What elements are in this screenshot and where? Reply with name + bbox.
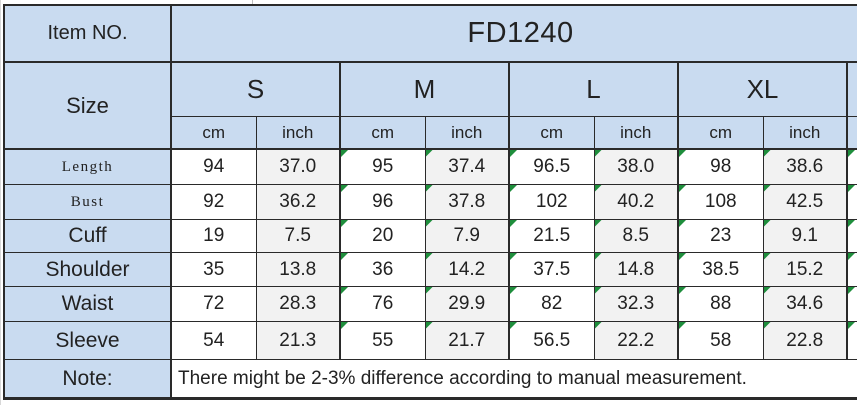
measurement-cell: 56.5 bbox=[510, 322, 595, 360]
spreadsheet-grid: Item NO. FD1240 Size S M L XL cm inch cm… bbox=[3, 4, 857, 400]
measurement-cell: 58 bbox=[679, 322, 764, 360]
gridline-stub-left bbox=[0, 0, 1, 405]
unit-header-m-cm: cm bbox=[341, 117, 426, 150]
row-label-shoulder: Shoulder bbox=[5, 253, 172, 287]
row-label-sleeve: Sleeve bbox=[5, 322, 172, 360]
measurement-cell: 72 bbox=[172, 287, 257, 322]
measurement-cell: 32.3 bbox=[594, 287, 679, 322]
measurement-cell: 82 bbox=[510, 287, 595, 322]
measurement-cell: 95 bbox=[341, 150, 426, 185]
measurement-cell: 21.5 bbox=[510, 220, 595, 253]
unit-header-s-inch: inch bbox=[256, 117, 341, 150]
measurement-cell: 14.8 bbox=[594, 253, 679, 287]
cutoff-column-header bbox=[848, 117, 857, 150]
measurement-cell: 54 bbox=[172, 322, 257, 360]
measurement-cell: 55 bbox=[341, 322, 426, 360]
measurement-cell: 22.8 bbox=[763, 322, 848, 360]
measurement-cell: 37.5 bbox=[510, 253, 595, 287]
measurement-cell: 37.0 bbox=[256, 150, 341, 185]
measurement-cell: 36 bbox=[341, 253, 426, 287]
measurement-cell: 13.8 bbox=[256, 253, 341, 287]
measurement-cell: 37.4 bbox=[425, 150, 510, 185]
cutoff-column-cell bbox=[848, 150, 857, 185]
gridline-stub-top bbox=[252, 0, 253, 5]
cutoff-column-cell bbox=[848, 322, 857, 360]
row-label-bust: Bust bbox=[5, 185, 172, 220]
size-header-s: S bbox=[172, 63, 341, 117]
measurement-cell: 98 bbox=[679, 150, 764, 185]
item-number-value: FD1240 bbox=[172, 6, 857, 63]
measurement-cell: 14.2 bbox=[425, 253, 510, 287]
size-header-l: L bbox=[510, 63, 679, 117]
measurement-cell: 38.5 bbox=[679, 253, 764, 287]
measurement-cell: 34.6 bbox=[763, 287, 848, 322]
note-header: Note: bbox=[5, 360, 172, 398]
row-label-cuff: Cuff bbox=[5, 220, 172, 253]
size-header-m: M bbox=[341, 63, 510, 117]
unit-header-xl-inch: inch bbox=[763, 117, 848, 150]
unit-header-l-inch: inch bbox=[594, 117, 679, 150]
measurement-cell: 7.5 bbox=[256, 220, 341, 253]
measurement-cell: 94 bbox=[172, 150, 257, 185]
measurement-cell: 88 bbox=[679, 287, 764, 322]
row-label-waist: Waist bbox=[5, 287, 172, 322]
measurement-cell: 22.2 bbox=[594, 322, 679, 360]
measurement-cell: 37.8 bbox=[425, 185, 510, 220]
note-text: There might be 2-3% difference according… bbox=[172, 360, 857, 398]
measurement-cell: 21.3 bbox=[256, 322, 341, 360]
measurement-cell: 92 bbox=[172, 185, 257, 220]
measurement-cell: 36.2 bbox=[256, 185, 341, 220]
measurement-cell: 96.5 bbox=[510, 150, 595, 185]
measurement-cell: 19 bbox=[172, 220, 257, 253]
measurement-cell: 8.5 bbox=[594, 220, 679, 253]
cutoff-column-cell bbox=[848, 185, 857, 220]
unit-header-l-cm: cm bbox=[510, 117, 595, 150]
measurement-cell: 40.2 bbox=[594, 185, 679, 220]
measurement-cell: 76 bbox=[341, 287, 426, 322]
measurement-cell: 108 bbox=[679, 185, 764, 220]
row-label-length: Length bbox=[5, 150, 172, 185]
item-no-header: Item NO. bbox=[5, 6, 172, 63]
cutoff-column-header bbox=[848, 63, 857, 117]
cutoff-column-cell bbox=[848, 220, 857, 253]
measurement-cell: 96 bbox=[341, 185, 426, 220]
measurement-cell: 15.2 bbox=[763, 253, 848, 287]
measurement-cell: 21.7 bbox=[425, 322, 510, 360]
cutoff-column-cell bbox=[848, 287, 857, 322]
unit-header-m-inch: inch bbox=[425, 117, 510, 150]
measurement-cell: 38.0 bbox=[594, 150, 679, 185]
measurement-cell: 20 bbox=[341, 220, 426, 253]
measurement-cell: 28.3 bbox=[256, 287, 341, 322]
unit-header-xl-cm: cm bbox=[679, 117, 764, 150]
measurement-cell: 7.9 bbox=[425, 220, 510, 253]
measurement-cell: 9.1 bbox=[763, 220, 848, 253]
size-header-xl: XL bbox=[679, 63, 848, 117]
cutoff-column-cell bbox=[848, 253, 857, 287]
measurement-cell: 38.6 bbox=[763, 150, 848, 185]
measurement-cell: 42.5 bbox=[763, 185, 848, 220]
unit-header-s-cm: cm bbox=[172, 117, 257, 150]
measurement-cell: 35 bbox=[172, 253, 257, 287]
measurement-cell: 23 bbox=[679, 220, 764, 253]
measurement-cell: 29.9 bbox=[425, 287, 510, 322]
size-header: Size bbox=[5, 63, 172, 150]
measurement-cell: 102 bbox=[510, 185, 595, 220]
